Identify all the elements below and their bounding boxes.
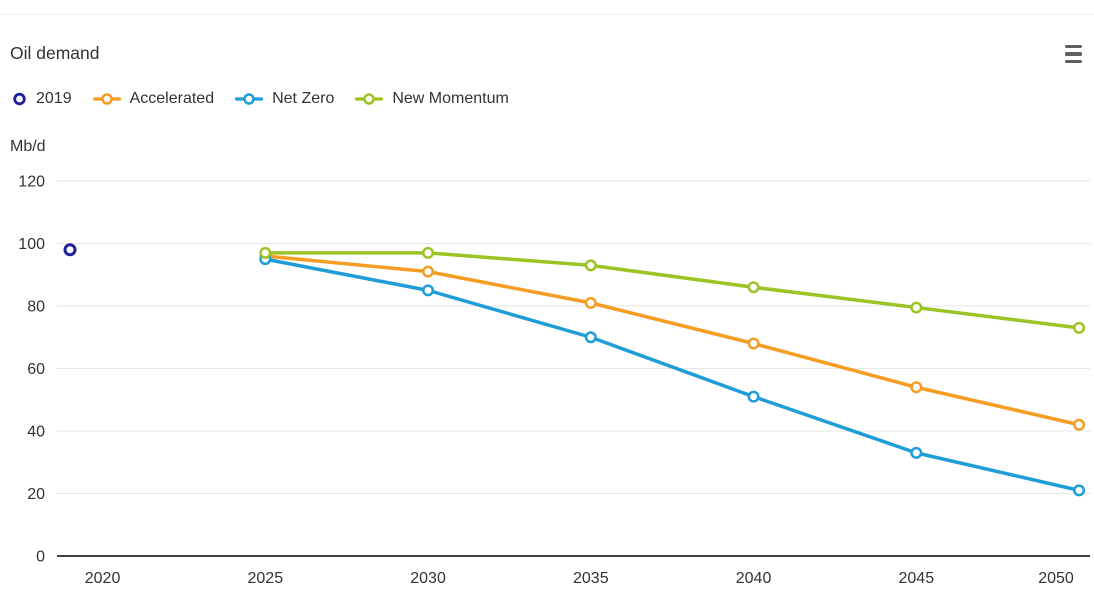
x-tick-label: 2040 <box>736 570 772 587</box>
chart-legend: 2019 Accelerated Net Zero New Momentum <box>12 90 509 108</box>
data-point-marker-net-zero[interactable] <box>584 331 597 344</box>
data-point-marker-accelerated[interactable] <box>422 265 435 278</box>
y-tick-label: 100 <box>18 236 45 253</box>
series-line-accelerated <box>263 254 1081 427</box>
legend-item-accelerated[interactable]: Accelerated <box>92 90 215 108</box>
series-line-new-momentum <box>263 251 1081 330</box>
legend-item-new-momentum[interactable]: New Momentum <box>355 90 509 108</box>
y-tick-label: 120 <box>18 174 45 191</box>
series-line-net-zero <box>263 257 1081 493</box>
data-point-marker-net-zero[interactable] <box>910 446 923 459</box>
data-point-marker-accelerated[interactable] <box>910 381 923 394</box>
divider <box>0 14 1094 15</box>
x-tick-label: 2050 <box>1038 570 1074 587</box>
hamburger-menu-icon <box>1065 59 1082 63</box>
hamburger-menu-icon <box>1065 52 1082 56</box>
data-point-marker-new-momentum[interactable] <box>584 259 597 272</box>
data-point-marker-net-zero[interactable] <box>747 390 760 403</box>
x-tick-label: 2030 <box>410 570 446 587</box>
legend-label: Net Zero <box>272 90 335 107</box>
data-point-marker-accelerated[interactable] <box>584 296 597 309</box>
net-zero-series-marker-icon <box>235 93 264 105</box>
y-tick-label: 0 <box>36 549 45 566</box>
x-tick-label: 2045 <box>899 570 935 587</box>
y-tick-label: 40 <box>27 424 45 441</box>
x-tick-label: 2020 <box>85 570 121 587</box>
data-point-marker-new-momentum[interactable] <box>1073 321 1086 334</box>
y-tick-label: 80 <box>27 299 45 316</box>
chart-title: Oil demand <box>10 43 100 63</box>
chart-context-menu-button[interactable] <box>1065 45 1085 63</box>
new-momentum-series-marker-icon <box>355 93 384 105</box>
data-point-marker-accelerated[interactable] <box>1073 418 1086 431</box>
y-tick-label: 60 <box>27 361 45 378</box>
data-point-marker-net-zero[interactable] <box>1073 484 1086 497</box>
legend-label: Accelerated <box>129 90 215 107</box>
legend-label: New Momentum <box>392 90 509 107</box>
2019-series-marker-icon <box>13 92 26 106</box>
legend-item-net-zero[interactable]: Net Zero <box>235 90 334 108</box>
x-tick-label: 2035 <box>573 570 609 587</box>
hamburger-menu-icon <box>1065 45 1082 49</box>
data-point-marker-accelerated[interactable] <box>747 337 760 350</box>
legend-item-2019[interactable]: 2019 <box>12 90 72 108</box>
data-point-marker-new-momentum[interactable] <box>259 246 272 259</box>
accelerated-series-marker-icon <box>92 93 121 105</box>
data-point-marker-new-momentum[interactable] <box>422 246 435 259</box>
legend-label: 2019 <box>36 90 72 107</box>
data-point-marker-net-zero[interactable] <box>422 284 435 297</box>
y-axis-title: Mb/d <box>10 138 46 155</box>
data-point-marker-new-momentum[interactable] <box>910 301 923 314</box>
x-tick-label: 2025 <box>248 570 284 587</box>
data-point-marker-2019[interactable] <box>63 243 77 257</box>
y-tick-label: 20 <box>27 486 45 503</box>
data-point-marker-new-momentum[interactable] <box>747 281 760 294</box>
